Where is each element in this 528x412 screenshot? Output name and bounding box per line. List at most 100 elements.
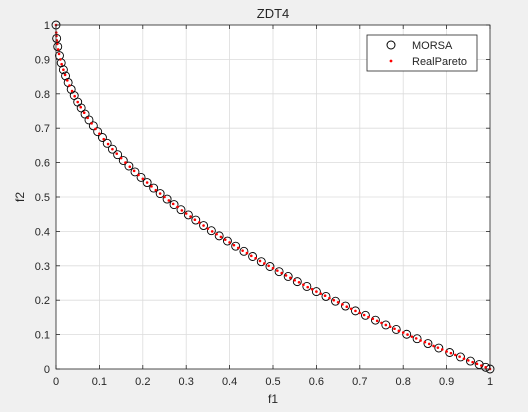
- realpareto-point: [90, 122, 93, 125]
- series-morsa: [51, 20, 495, 374]
- x-tick-labels: 0 0.1 0.2 0.3 0.4 0.5 0.6 0.7 0.8 0.9 1: [53, 25, 493, 388]
- morsa-point: [206, 226, 216, 236]
- morsa-point: [434, 343, 444, 353]
- realpareto-point: [319, 292, 323, 295]
- y-axis-label: f2: [13, 192, 27, 202]
- realpareto-point: [345, 305, 349, 309]
- realpareto-point: [82, 111, 86, 115]
- realpareto-point: [65, 79, 69, 82]
- y-tick-label: 0.1: [35, 330, 50, 342]
- realpareto-point: [332, 298, 336, 302]
- realpareto-point: [258, 259, 262, 263]
- realpareto-point: [141, 177, 145, 181]
- realpareto-point: [184, 212, 188, 215]
- realpareto-point: [70, 89, 74, 93]
- realpareto-point: [358, 311, 362, 315]
- morsa-point: [61, 71, 70, 81]
- realpareto-point: [315, 290, 318, 293]
- realpareto-point: [98, 132, 101, 136]
- morsa-point: [113, 150, 123, 160]
- realpareto-point: [68, 84, 71, 87]
- realpareto-point: [86, 116, 89, 120]
- realpareto-point: [73, 94, 76, 98]
- morsa-point: [302, 281, 312, 291]
- morsa-point: [124, 161, 134, 171]
- y-tick-label: 0.5: [35, 192, 50, 204]
- morsa-point: [76, 103, 86, 113]
- legend-box: [366, 34, 478, 72]
- morsa-point: [93, 127, 103, 137]
- y-tick-label: 0.2: [35, 295, 50, 307]
- realpareto-point: [293, 278, 297, 282]
- realpareto-point: [445, 350, 448, 353]
- y-tick-label: 0.4: [35, 226, 50, 238]
- morsa-point: [191, 215, 201, 225]
- realpareto-point: [128, 165, 132, 169]
- realpareto-point: [276, 269, 279, 272]
- legend-label-morsa: MORSA: [412, 40, 453, 52]
- morsa-point: [155, 189, 165, 199]
- realpareto-point: [102, 137, 106, 141]
- realpareto-point: [414, 337, 418, 340]
- x-tick-label: 0.8: [396, 376, 411, 388]
- realpareto-point: [106, 142, 110, 146]
- morsa-point: [107, 144, 117, 154]
- morsa-point: [466, 356, 475, 366]
- realpareto-point: [401, 331, 405, 334]
- y-tick-label: 0.7: [35, 123, 50, 135]
- realpareto-point: [310, 287, 314, 291]
- realpareto-point: [380, 321, 383, 325]
- realpareto-point: [202, 224, 205, 227]
- realpareto-point: [59, 58, 62, 61]
- realpareto-point: [189, 215, 192, 218]
- morsa-point: [239, 246, 249, 256]
- realpareto-point: [354, 309, 357, 313]
- morsa-point: [58, 65, 68, 75]
- morsa-point: [118, 156, 128, 165]
- x-tick-label: 0.5: [265, 376, 280, 388]
- realpareto-point: [302, 283, 305, 287]
- realpareto-point: [94, 127, 97, 131]
- morsa-point: [231, 241, 241, 251]
- realpareto-point: [76, 100, 79, 104]
- realpareto-point: [419, 339, 422, 342]
- realpareto-point: [232, 243, 236, 247]
- realpareto-point: [197, 221, 201, 224]
- realpareto-point: [388, 325, 392, 328]
- realpareto-point: [57, 52, 61, 56]
- realpareto-point: [176, 205, 179, 209]
- x-tick-label: 0.9: [439, 376, 454, 388]
- morsa-point: [256, 257, 266, 267]
- realpareto-point: [236, 246, 240, 250]
- morsa-point: [265, 262, 275, 271]
- realpareto-point: [263, 262, 266, 265]
- realpareto-point: [436, 346, 440, 349]
- realpareto-point: [56, 48, 60, 51]
- realpareto-point: [193, 218, 197, 222]
- realpareto-point: [423, 340, 427, 344]
- realpareto-point: [306, 285, 310, 289]
- morsa-point: [214, 231, 224, 241]
- morsa-point: [53, 42, 63, 52]
- morsa-point: [102, 138, 112, 148]
- morsa-point: [456, 352, 465, 362]
- realpareto-point: [158, 192, 162, 195]
- realpareto-point: [154, 188, 158, 192]
- realpareto-point: [328, 296, 331, 300]
- morsa-point: [402, 329, 412, 339]
- realpareto-point: [406, 333, 409, 336]
- realpareto-point: [323, 294, 327, 298]
- y-tick-label: 0.9: [35, 54, 50, 66]
- realpareto-point: [289, 276, 292, 280]
- morsa-point: [248, 252, 258, 261]
- y-tick-label: 0.3: [35, 261, 50, 273]
- realpareto-point: [150, 185, 153, 188]
- realpareto-point: [397, 329, 401, 333]
- realpareto-point: [223, 238, 227, 241]
- realpareto-point: [453, 353, 457, 357]
- realpareto-point: [228, 241, 231, 244]
- legend-marker-realpareto: [389, 59, 393, 63]
- morsa-point: [149, 183, 159, 193]
- y-tick-label: 0.8: [35, 89, 50, 101]
- realpareto-point: [449, 351, 453, 355]
